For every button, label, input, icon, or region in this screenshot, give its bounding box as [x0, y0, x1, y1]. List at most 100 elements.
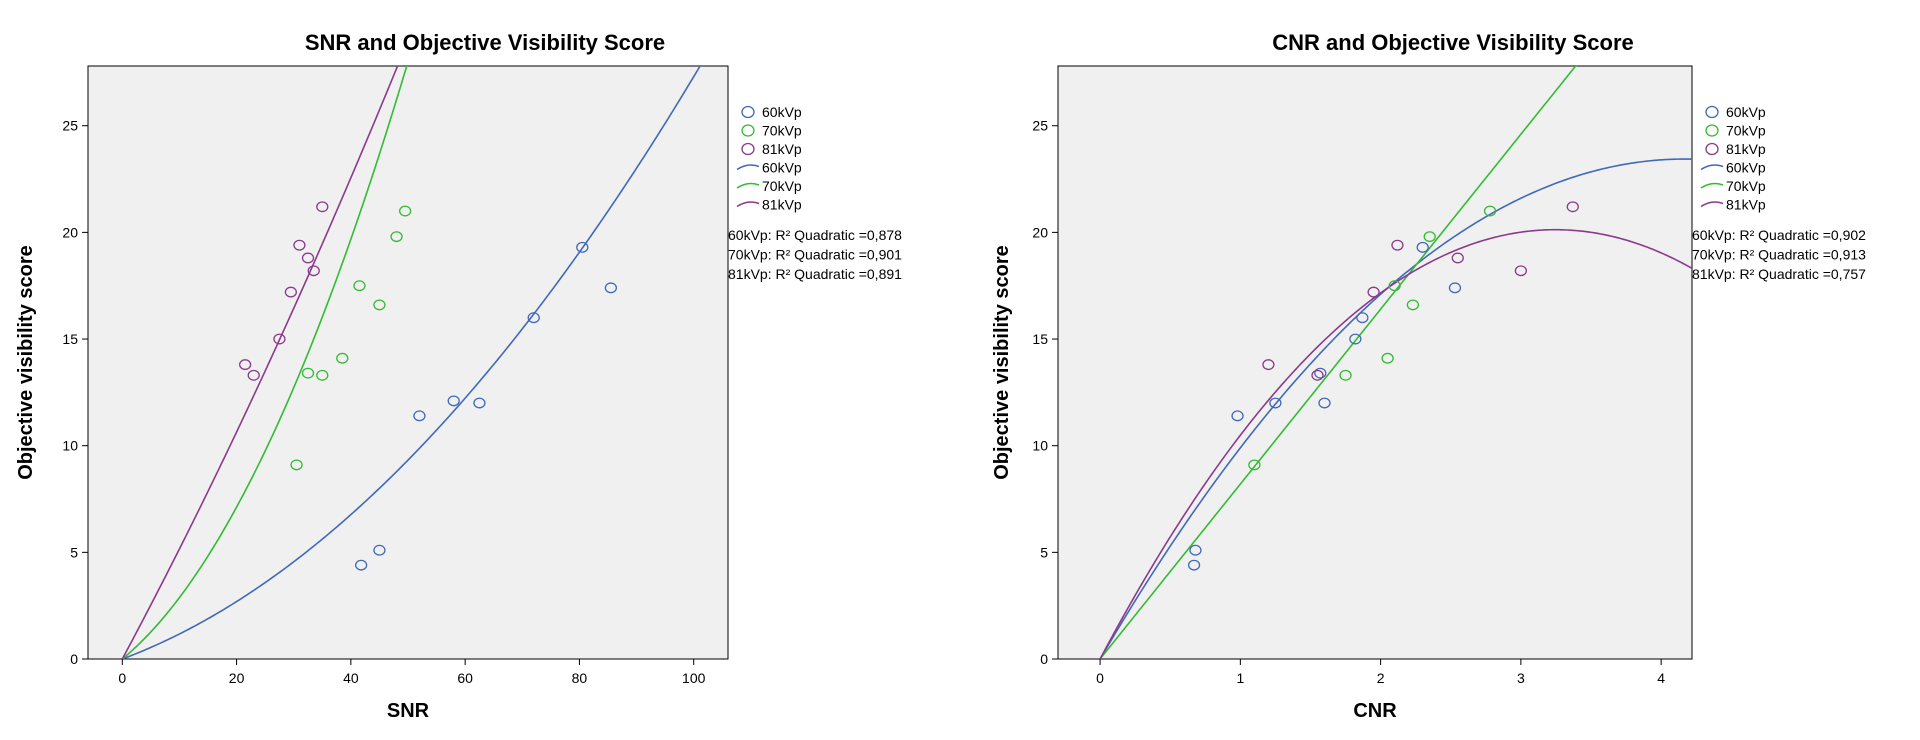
- snr-y-axis-label: Objective visibility score: [15, 245, 37, 480]
- snr-r2-annotation: 60kVp: R² Quadratic =0,878: [728, 227, 902, 243]
- cnr-legend-label: 70kVp: [1726, 178, 1766, 194]
- cnr-legend-line-70kvp: [1700, 182, 1724, 189]
- snr-x-tick-label: 80: [572, 670, 588, 686]
- cnr-x-tick-label: 2: [1377, 670, 1385, 686]
- snr-x-tick-label: 60: [457, 670, 473, 686]
- cnr-point-81kvp: [1311, 369, 1324, 381]
- snr-y-tick-label: 15: [62, 331, 78, 347]
- cnr-point-81kvp: [1391, 239, 1404, 251]
- cnr-legend-line-81kvp: [1700, 201, 1724, 208]
- snr-x-tick-label: 0: [118, 670, 126, 686]
- cnr-legend-label: 81kVp: [1726, 141, 1766, 157]
- cnr-legend-marker-81kvp: [1705, 142, 1719, 156]
- cnr-point-70kvp: [1483, 205, 1497, 217]
- snr-point-81kvp: [273, 333, 286, 345]
- cnr-point-60kvp: [1356, 312, 1369, 324]
- snr-point-60kvp: [354, 559, 368, 571]
- cnr-y-tick-label: 15: [1032, 331, 1048, 347]
- cnr-fit-curve-81kvp: [1099, 228, 1692, 659]
- snr-legend-line-60kvp: [736, 164, 760, 171]
- snr-point-60kvp: [576, 241, 589, 253]
- cnr-point-81kvp: [1451, 252, 1464, 264]
- snr-legend-marker-81kvp: [741, 142, 755, 156]
- cnr-x-tick-label: 3: [1517, 670, 1525, 686]
- snr-point-81kvp: [316, 201, 329, 213]
- snr-point-70kvp: [353, 280, 366, 292]
- cnr-y-tick-label: 5: [1040, 544, 1048, 560]
- snr-point-70kvp: [336, 352, 349, 364]
- cnr-point-60kvp: [1416, 241, 1429, 253]
- cnr-point-81kvp: [1514, 265, 1528, 277]
- snr-point-81kvp: [238, 359, 252, 371]
- cnr-legend-label: 81kVp: [1726, 197, 1766, 213]
- cnr-point-60kvp: [1187, 559, 1201, 571]
- snr-point-70kvp: [390, 231, 403, 243]
- snr-fit-curve-70kvp: [121, 66, 408, 659]
- cnr-point-70kvp: [1248, 459, 1261, 471]
- snr-x-tick-label: 20: [229, 670, 245, 686]
- cnr-x-axis-label: CNR: [1353, 700, 1397, 722]
- cnr-point-70kvp: [1388, 280, 1401, 292]
- snr-point-60kvp: [447, 395, 460, 407]
- cnr-plot-area: [1057, 65, 1693, 660]
- snr-point-60kvp: [473, 397, 486, 409]
- snr-y-tick-label: 25: [62, 118, 78, 134]
- snr-y-tick-label: 10: [62, 438, 78, 454]
- cnr-y-tick-label: 0: [1040, 651, 1048, 667]
- cnr-legend-label: 60kVp: [1726, 104, 1766, 120]
- snr-legend-label: 81kVp: [762, 141, 802, 157]
- snr-y-tick-label: 20: [62, 224, 78, 240]
- snr-legend-marker-60kvp: [741, 105, 755, 119]
- cnr-point-70kvp: [1406, 299, 1420, 311]
- cnr-legend-label: 60kVp: [1726, 160, 1766, 176]
- snr-plot-area: [87, 65, 729, 660]
- snr-fit-curve-60kvp: [122, 66, 702, 659]
- snr-point-81kvp: [301, 252, 315, 264]
- cnr-y-axis-label: Objective visibility score: [991, 245, 1013, 480]
- cnr-chart-title: CNR and Objective Visibility Score: [1272, 30, 1634, 55]
- cnr-r2-annotation: 60kVp: R² Quadratic =0,902: [1692, 227, 1866, 243]
- snr-r2-annotation: 70kVp: R² Quadratic =0,901: [728, 247, 902, 263]
- snr-point-70kvp: [290, 459, 303, 471]
- cnr-r2-annotation: 81kVp: R² Quadratic =0,757: [1692, 266, 1866, 282]
- cnr-point-70kvp: [1423, 231, 1436, 243]
- cnr-chart: CNR and Objective Visibility Score CNR Obj…: [991, 30, 1866, 722]
- cnr-x-tick-label: 4: [1657, 670, 1665, 686]
- snr-legend-label: 60kVp: [762, 160, 802, 176]
- snr-legend-label: 70kVp: [762, 178, 802, 194]
- cnr-x-tick-label: 1: [1236, 670, 1244, 686]
- snr-fit-curve-81kvp: [121, 66, 399, 659]
- snr-r2-annotation: 81kVp: R² Quadratic =0,891: [728, 266, 902, 282]
- cnr-point-60kvp: [1349, 333, 1362, 345]
- cnr-point-60kvp: [1318, 397, 1331, 409]
- snr-point-81kvp: [247, 369, 260, 381]
- snr-point-60kvp: [527, 312, 540, 324]
- snr-point-81kvp: [307, 265, 320, 277]
- cnr-legend-line-60kvp: [1700, 164, 1724, 171]
- cnr-legend-label: 70kVp: [1726, 123, 1766, 139]
- snr-x-tick-label: 40: [343, 670, 359, 686]
- cnr-point-70kvp: [1381, 352, 1394, 364]
- snr-point-60kvp: [413, 410, 426, 422]
- cnr-point-70kvp: [1339, 369, 1352, 381]
- snr-point-81kvp: [284, 286, 298, 298]
- cnr-point-60kvp: [1314, 367, 1327, 379]
- snr-x-axis-label: SNR: [387, 700, 430, 722]
- cnr-y-tick-label: 20: [1032, 224, 1048, 240]
- snr-x-tick-label: 100: [682, 670, 706, 686]
- snr-legend-marker-70kvp: [741, 124, 755, 137]
- cnr-point-60kvp: [1448, 282, 1462, 294]
- cnr-y-tick-label: 25: [1032, 118, 1048, 134]
- snr-point-70kvp: [301, 367, 315, 379]
- cnr-point-81kvp: [1566, 201, 1579, 213]
- cnr-point-81kvp: [1262, 359, 1275, 371]
- cnr-legend-marker-60kvp: [1705, 105, 1719, 119]
- cnr-point-60kvp: [1231, 410, 1244, 422]
- snr-point-81kvp: [293, 239, 306, 251]
- cnr-y-tick-label: 10: [1032, 438, 1048, 454]
- snr-legend-label: 70kVp: [762, 123, 802, 139]
- snr-legend-line-81kvp: [736, 201, 760, 208]
- snr-point-70kvp: [316, 369, 329, 381]
- snr-point-60kvp: [373, 544, 386, 556]
